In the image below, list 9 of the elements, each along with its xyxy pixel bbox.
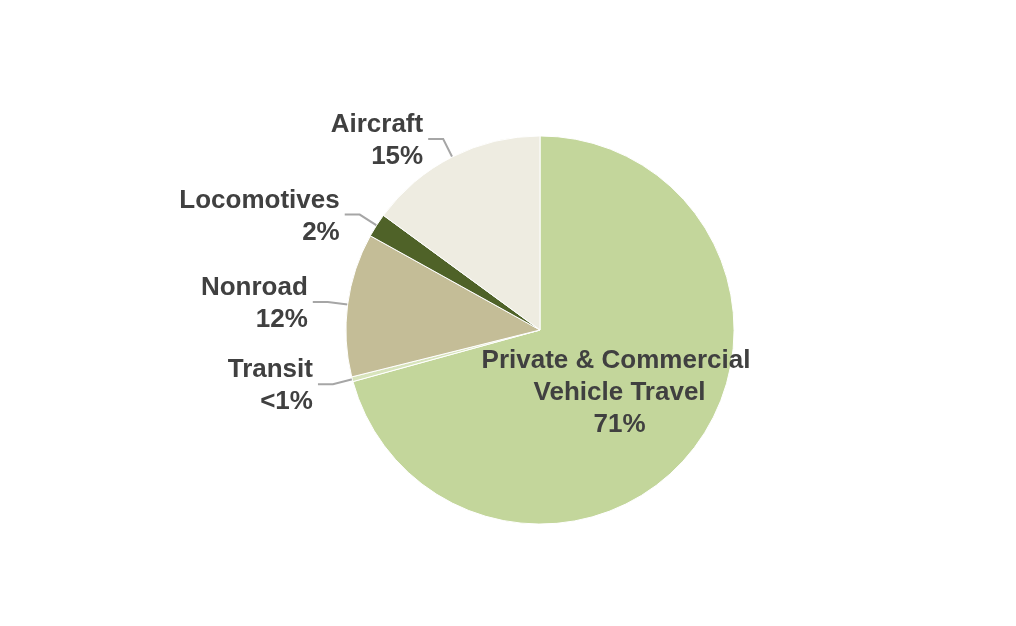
slice-label: Aircraft	[330, 108, 424, 139]
slice-label: Transit	[227, 353, 314, 384]
data-label: 2%	[302, 215, 340, 246]
slice-label: Locomotives	[179, 183, 340, 214]
data-label: 15%	[371, 140, 424, 171]
slice-label: Nonroad	[200, 270, 308, 301]
data-label: 71%	[593, 407, 646, 438]
data-label: 12%	[255, 302, 308, 333]
data-label: <1%	[260, 385, 313, 416]
